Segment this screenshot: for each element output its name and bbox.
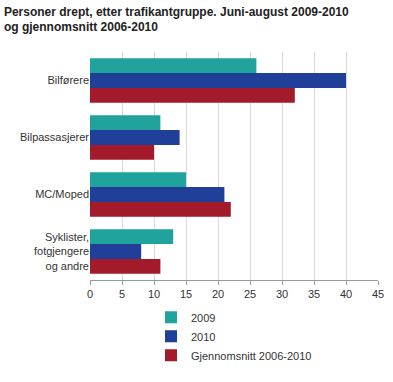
- svg-text:Bilpassasjerer: Bilpassasjerer: [20, 131, 89, 143]
- svg-text:Gjennomsnitt 2006-2010: Gjennomsnitt 2006-2010: [191, 350, 311, 362]
- svg-text:45: 45: [372, 288, 384, 300]
- svg-text:2010: 2010: [191, 331, 215, 343]
- svg-text:20: 20: [212, 288, 224, 300]
- svg-text:10: 10: [148, 288, 160, 300]
- svg-text:MC/Moped: MC/Moped: [35, 188, 89, 200]
- svg-text:40: 40: [340, 288, 352, 300]
- svg-text:30: 30: [276, 288, 288, 300]
- svg-text:35: 35: [308, 288, 320, 300]
- svg-text:0: 0: [87, 288, 93, 300]
- svg-text:2009: 2009: [191, 312, 215, 324]
- svg-text:Personer drept, etter trafikan: Personer drept, etter trafikantgruppe. J…: [4, 5, 349, 35]
- svg-text:5: 5: [119, 288, 125, 300]
- svg-text:25: 25: [244, 288, 256, 300]
- svg-text:15: 15: [180, 288, 192, 300]
- svg-text:Bilførere: Bilførere: [47, 74, 89, 86]
- svg-text:Syklister,fotgjengereog andre: Syklister,fotgjengereog andre: [34, 231, 89, 272]
